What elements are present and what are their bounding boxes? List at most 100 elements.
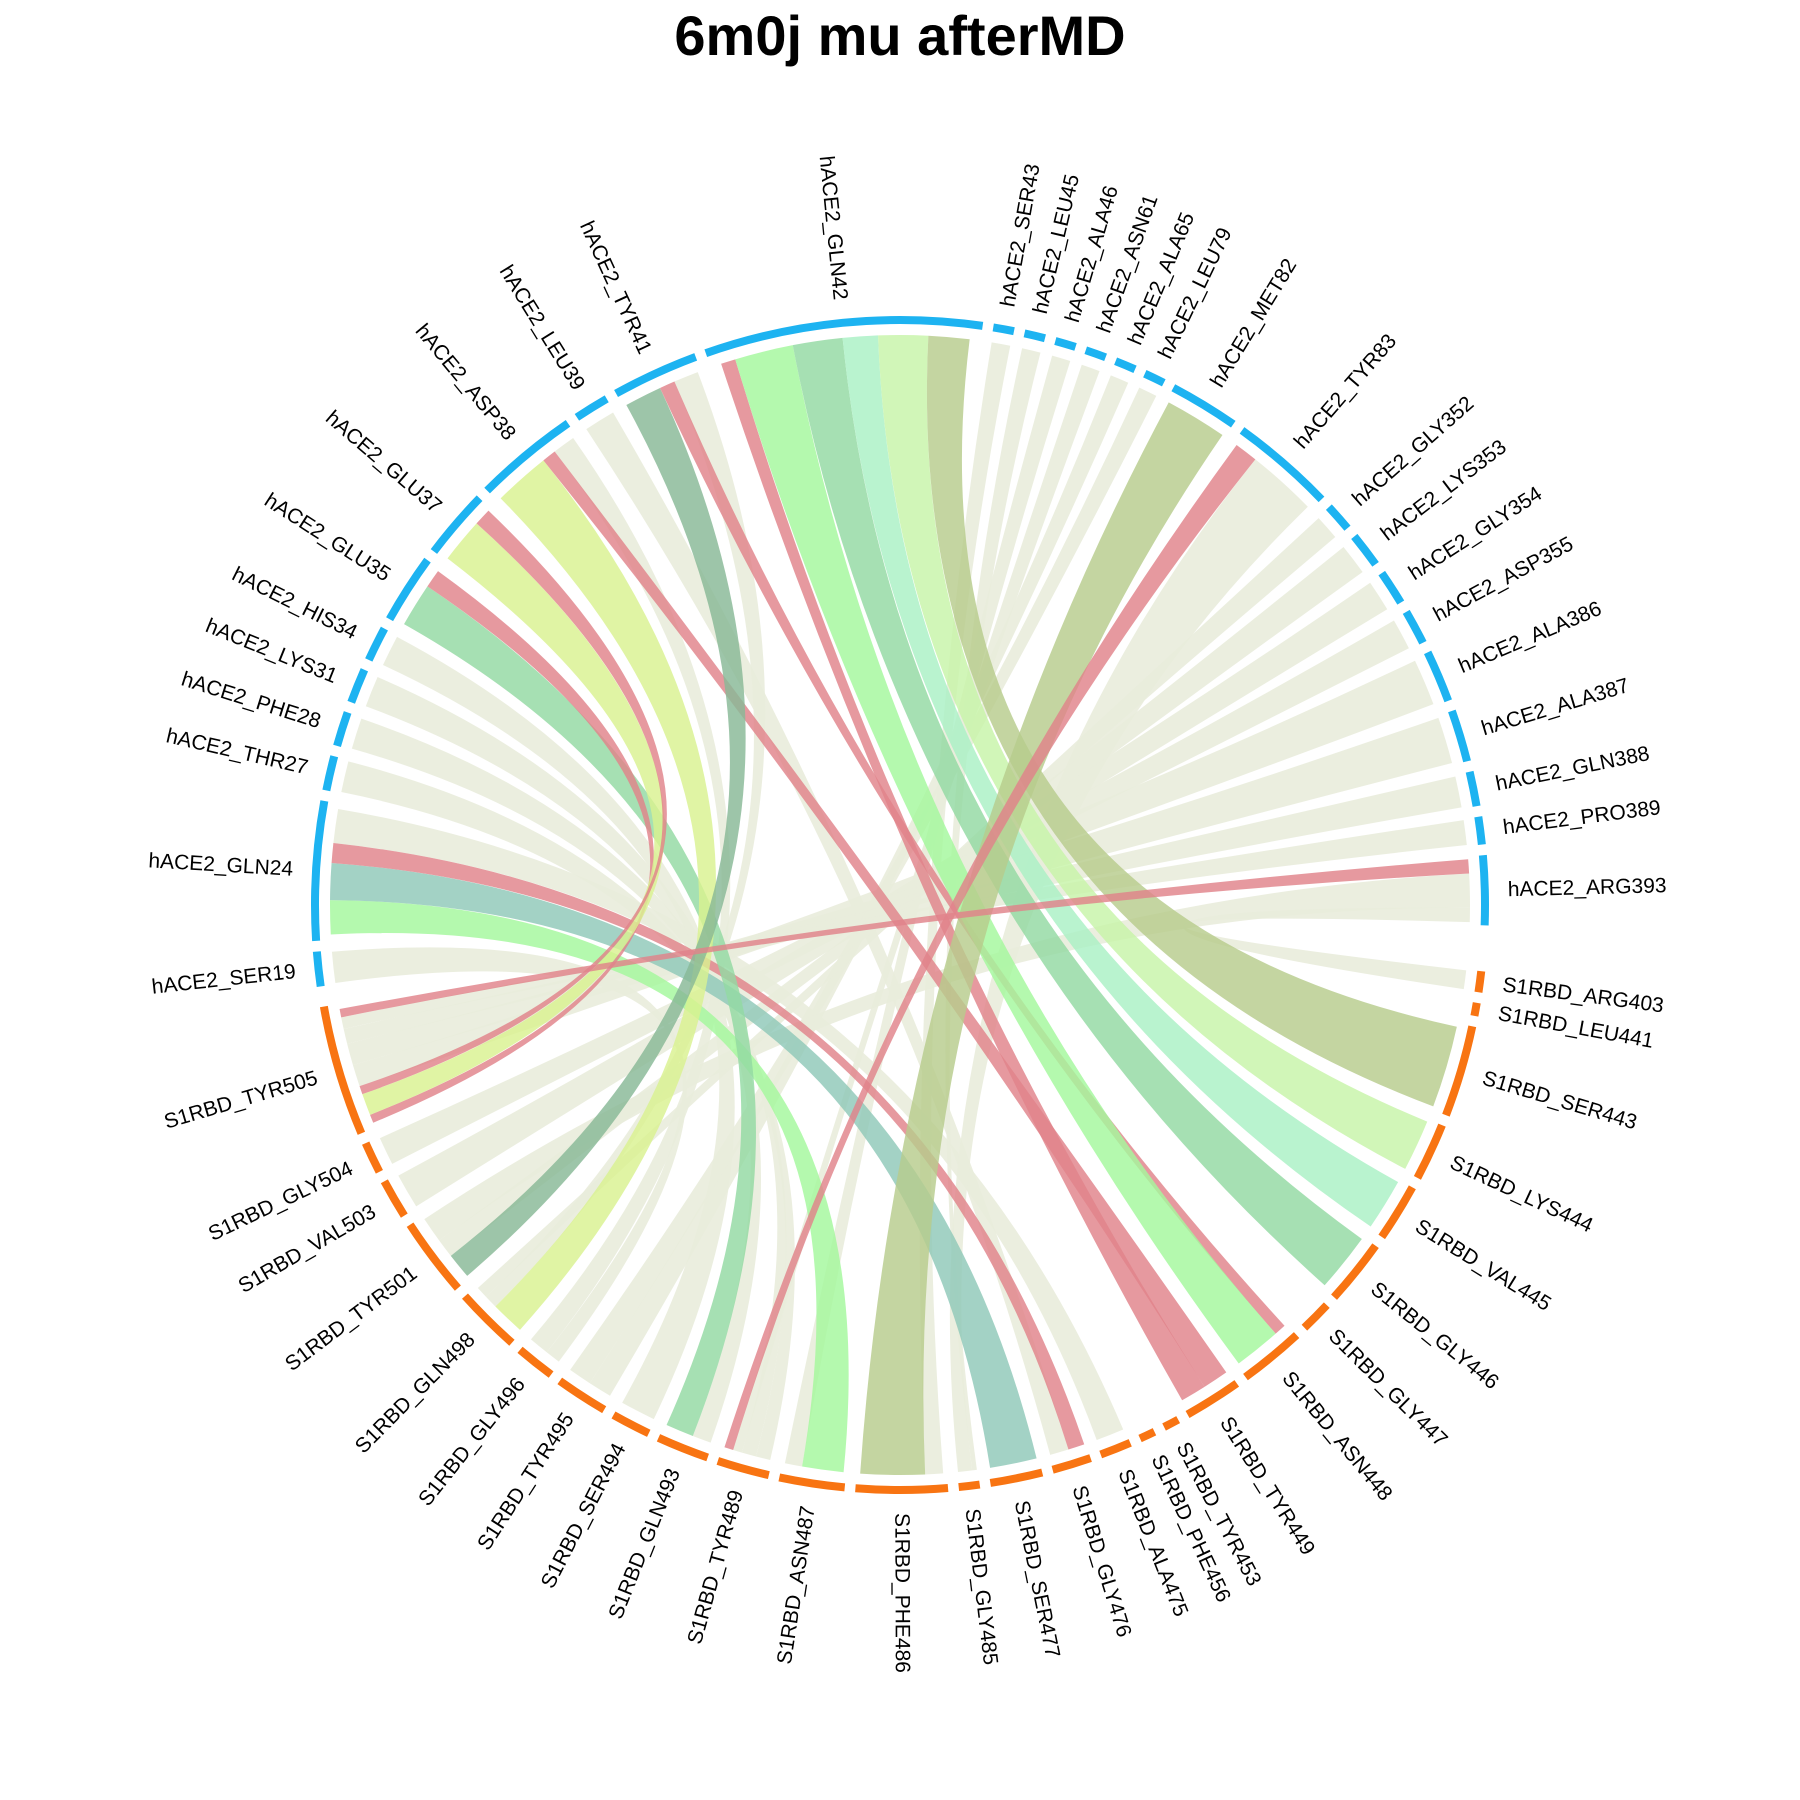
link-hace2_glu37-s1rbd_tyr505 [362, 523, 665, 1115]
link-hace2_asp38-s1rbd_gly496 [530, 438, 731, 1353]
sector-track-s1rbd_asn448 [1243, 1332, 1300, 1381]
link-hace2_ala46-s1rbd_asn487 [784, 355, 1071, 1467]
link-hace2_met82-s1rbd_phe486 [860, 402, 1223, 1476]
sector-track-hace2_lys31 [347, 668, 369, 704]
sector-label-s1rbd_gly485: S1RBD_GLY485 [961, 1507, 1002, 1666]
sector-track-s1rbd_phe456 [1138, 1428, 1157, 1443]
sector-track-hace2_asn61 [1084, 346, 1107, 362]
link-hace2_arg393-s1rbd_tyr505 [339, 859, 1470, 1018]
link-hace2_gln42-s1rbd_gly446 [792, 337, 1362, 1286]
link-hace2_gln388-s1rbd_tyr505 [343, 776, 1462, 1044]
page-title: 6m0j mu afterMD [674, 4, 1126, 67]
sector-label-s1rbd_lys444: S1RBD_LYS444 [1446, 1151, 1596, 1237]
sector-label-hace2_phe28: hACE2_PHE28 [179, 668, 324, 733]
sector-label-s1rbd_tyr489: S1RBD_TYR489 [683, 1488, 748, 1647]
link-hace2_glu35-s1rbd_tyr505 [370, 571, 654, 1123]
link-hace2_ala386-s1rbd_tyr505 [352, 660, 1434, 1087]
link-hace2_pro389-s1rbd_tyr505 [341, 820, 1467, 1029]
sector-track-hace2_met82 [1171, 384, 1236, 428]
sector-track-s1rbd_gly496 [517, 1346, 554, 1378]
link-hace2_arg393-s1rbd_arg403 [1183, 907, 1470, 990]
sector-track-hace2_phe28 [333, 711, 352, 747]
sector-track-s1rbd_leu441 [1470, 1002, 1481, 1017]
sector-label-hace2_ala386: hACE2_ALA386 [1455, 597, 1605, 678]
sector-track-hace2_ala387 [1448, 709, 1471, 763]
sector-label-hace2_asp38: hACE2_ASP38 [411, 320, 520, 445]
sector-track-hace2_his34 [365, 626, 388, 662]
sector-track-hace2_leu39 [574, 395, 609, 421]
sector-label-hace2_ala387: hACE2_ALA387 [1479, 674, 1632, 740]
sector-label-s1rbd_gly476: S1RBD_GLY476 [1067, 1483, 1135, 1640]
sector-label-hace2_ser19: hACE2_SER19 [150, 960, 296, 999]
sector-track-hace2_ser19 [312, 951, 325, 987]
sector-track-s1rbd_val445 [1378, 1185, 1416, 1240]
sector-label-hace2_glu35: hACE2_GLU35 [260, 489, 394, 587]
link-hace2_gln42-s1rbd_lys444 [878, 334, 1428, 1169]
sector-track-s1rbd_gln498 [462, 1293, 515, 1346]
sector-track-hace2_gln388 [1465, 770, 1481, 807]
sector-track-hace2_thr27 [322, 755, 339, 792]
link-hace2_leu39-s1rbd_gly476 [586, 412, 1069, 1455]
sector-label-hace2_gln42: hACE2_GLN42 [815, 155, 852, 301]
link-hace2_ala65-s1rbd_tyr495 [589, 375, 1129, 1396]
sector-track-hace2_ala46 [1054, 337, 1077, 351]
sector-track-hace2_ala386 [1424, 650, 1452, 703]
sector-track-hace2_gln24 [311, 800, 329, 942]
sector-label-s1rbd_asn487: S1RBD_ASN487 [773, 1504, 820, 1666]
sector-track-s1rbd_ser477 [989, 1468, 1044, 1487]
sector-track-hace2_arg393 [1478, 854, 1489, 926]
sector-track-s1rbd_asn487 [778, 1473, 846, 1492]
sector-track-s1rbd_arg403 [1474, 970, 1486, 993]
sector-tracks [311, 316, 1489, 1494]
sector-label-hace2_arg393: hACE2_ARG393 [1508, 874, 1667, 901]
sector-track-hace2_leu45 [1023, 329, 1046, 343]
sector-track-s1rbd_tyr449 [1185, 1380, 1240, 1418]
sector-label-hace2_gln24: hACE2_GLN24 [148, 849, 294, 880]
sector-track-s1rbd_gly504 [362, 1141, 383, 1174]
sector-label-s1rbd_gln493: S1RBD_GLN493 [604, 1465, 685, 1622]
sector-track-hace2_glu37 [430, 495, 483, 554]
sector-label-s1rbd_tyr501: S1RBD_TYR501 [281, 1262, 422, 1376]
sector-track-hace2_tyr41 [614, 353, 698, 398]
sector-track-hace2_pro389 [1474, 816, 1486, 845]
link-hace2_gln42-s1rbd_asn448 [735, 345, 1276, 1364]
sector-label-s1rbd_tyr505: S1RBD_TYR505 [162, 1067, 321, 1134]
link-hace2_ala387-s1rbd_tyr505 [347, 717, 1453, 1066]
sector-track-hace2_asp38 [484, 420, 571, 494]
link-hace2_leu79-s1rbd_tyr495 [570, 387, 1157, 1384]
sector-track-hace2_gly354 [1378, 570, 1405, 605]
sector-track-s1rbd_gly446 [1331, 1243, 1379, 1300]
sector-track-s1rbd_ser443 [1442, 1025, 1477, 1117]
sector-track-s1rbd_tyr453 [1162, 1416, 1181, 1431]
link-hace2_asn61-s1rbd_tyr489 [733, 364, 1100, 1453]
link-hace2_glu35-s1rbd_gln493 [404, 586, 756, 1437]
link-hace2_gln24-s1rbd_ser477 [330, 862, 1037, 1468]
sector-track-s1rbd_gly447 [1301, 1302, 1330, 1331]
sector-label-s1rbd_ser477: S1RBD_SER477 [1010, 1499, 1064, 1660]
sector-track-s1rbd_gln493 [656, 1434, 709, 1462]
sector-track-s1rbd_ala475 [1099, 1439, 1132, 1459]
sector-track-s1rbd_gly476 [1051, 1454, 1092, 1474]
link-hace2_lys31-s1rbd_gln493 [365, 677, 762, 1443]
sector-track-s1rbd_tyr489 [716, 1457, 770, 1480]
sector-track-hace2_gln42 [704, 316, 984, 357]
sector-track-s1rbd_phe486 [855, 1484, 949, 1494]
sector-label-s1rbd_phe486: S1RBD_PHE486 [890, 1513, 913, 1673]
link-hace2_tyr83-s1rbd_gly485 [949, 459, 1308, 1473]
link-hace2_leu45-s1rbd_gly485 [945, 348, 1041, 1471]
sector-label-s1rbd_ser443: S1RBD_SER443 [1480, 1067, 1640, 1135]
sector-track-s1rbd_ser494 [611, 1411, 651, 1437]
sector-track-hace2_asp355 [1402, 609, 1427, 645]
sector-label-hace2_tyr83: hACE2_TYR83 [1290, 330, 1401, 454]
link-hace2_gln42-s1rbd_ser443 [926, 335, 1457, 1107]
link-hace2_asp38-s1rbd_gln498 [495, 460, 717, 1330]
sector-track-hace2_leu79 [1143, 370, 1166, 387]
sector-label-hace2_tyr41: hACE2_TYR41 [575, 218, 656, 358]
sector-track-hace2_ser43 [992, 323, 1015, 336]
sector-label-hace2_met82: hACE2_MET82 [1206, 255, 1301, 392]
sector-label-hace2_leu39: hACE2_LEU39 [495, 261, 590, 394]
sector-track-s1rbd_tyr505 [319, 1005, 366, 1135]
sector-track-hace2_tyr83 [1239, 427, 1325, 503]
sector-label-hace2_thr27: hACE2_THR27 [164, 724, 310, 779]
sector-track-s1rbd_gly485 [958, 1480, 981, 1492]
